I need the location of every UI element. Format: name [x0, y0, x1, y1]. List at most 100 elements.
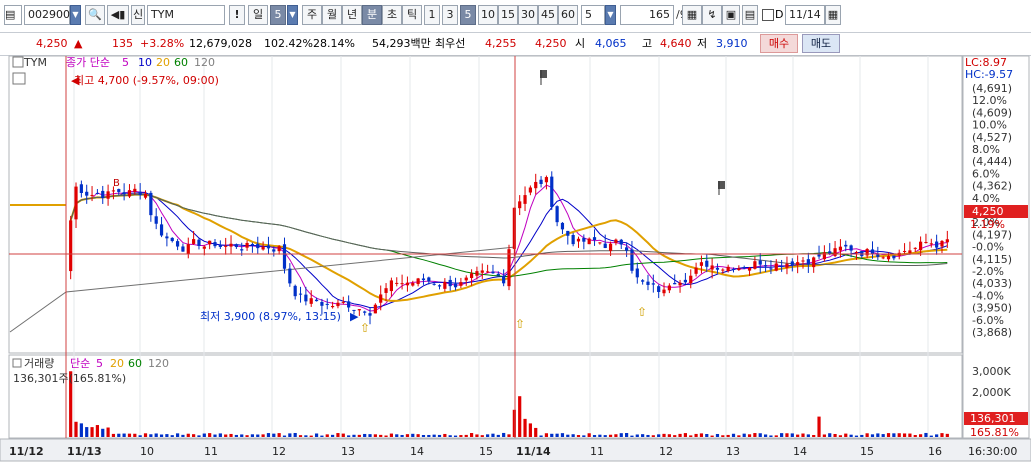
volume-bar: [373, 434, 377, 437]
period-year-button[interactable]: 년: [342, 5, 362, 25]
volume-bar: [331, 434, 335, 437]
candle-body: [298, 293, 303, 295]
candle-body: [486, 271, 490, 273]
interval-3-button[interactable]: 3: [442, 5, 458, 25]
period-week-button[interactable]: 주: [302, 5, 322, 25]
print-icon[interactable]: ▤: [742, 5, 758, 25]
candle-body: [304, 294, 308, 302]
candle-body: [544, 177, 549, 183]
period-month-button[interactable]: 월: [322, 5, 342, 25]
volume-bar: [192, 434, 196, 437]
table-view-icon[interactable]: [12, 72, 26, 85]
buy-button[interactable]: 매수: [760, 34, 798, 53]
candle-body: [796, 262, 800, 266]
candle-body: [282, 244, 287, 269]
candle-body: [502, 275, 506, 284]
stock-code-input[interactable]: 002900: [24, 5, 70, 25]
interval-dropdown-icon[interactable]: ▼: [605, 5, 616, 25]
candle-body: [320, 301, 324, 306]
candle-body: [560, 222, 565, 230]
time-axis-label: 16: [928, 445, 942, 458]
volume-bar: [496, 434, 500, 437]
period-tick-button[interactable]: 틱: [402, 5, 422, 25]
price-chart[interactable]: TYM 종가 단순 5 10 20 60 120 최고 4,700 (-9.57…: [0, 55, 1031, 462]
interval-input[interactable]: 5: [581, 5, 605, 25]
stock-type-icon[interactable]: ▤: [4, 5, 22, 25]
period-second-button[interactable]: 초: [382, 5, 402, 25]
volume-bar: [357, 434, 361, 437]
save-icon[interactable]: ▣: [722, 5, 740, 25]
flag-icon: [718, 181, 725, 195]
price-axis-label: (4,115): [972, 253, 1012, 266]
calendar-icon[interactable]: ▦: [825, 5, 841, 25]
period-minute-button[interactable]: 분: [362, 5, 382, 25]
legend-settings-icon[interactable]: [12, 56, 24, 68]
volume-bar: [731, 433, 736, 437]
volume-bar: [175, 433, 180, 437]
candle-body: [833, 248, 837, 256]
stock-code-dropdown-icon[interactable]: ▼: [70, 5, 81, 25]
candle-body: [913, 247, 917, 249]
volume-bar: [304, 435, 308, 437]
interval-30-button[interactable]: 30: [518, 5, 538, 25]
price-axis-label: 10.0%: [972, 119, 1007, 132]
sell-button[interactable]: 매도: [802, 34, 840, 53]
speaker-icon[interactable]: ◀▮: [107, 5, 129, 25]
candle-body: [881, 257, 885, 259]
candle-body: [245, 242, 249, 248]
price-axis-label: 8.0%: [972, 143, 1000, 156]
interval-15-button[interactable]: 15: [498, 5, 518, 25]
trend-tool-icon[interactable]: ↯: [702, 5, 722, 25]
volume-bar: [945, 433, 949, 437]
volume-bar: [667, 434, 671, 437]
volume-bar: [464, 434, 468, 437]
time-axis-label: 11/12: [9, 445, 44, 458]
price-axis-label: -2.0%: [972, 265, 1004, 278]
volume-bar: [721, 435, 725, 437]
date-input[interactable]: 11/14: [785, 5, 825, 25]
period-day-button[interactable]: 일: [248, 5, 268, 25]
interval-60-button[interactable]: 60: [558, 5, 578, 25]
candle-body: [149, 192, 153, 216]
volume-settings-icon[interactable]: [12, 358, 22, 368]
price-change-pct: +3.28%: [140, 37, 185, 50]
candle-body: [747, 267, 752, 271]
volume-bar: [886, 433, 891, 437]
volume-bar: [678, 433, 682, 437]
volume-current-pct: 165.81%: [970, 426, 1019, 439]
volume-bar: [288, 433, 292, 437]
quote-bar: 4,250 ▲ 135 +3.28% 12,679,028 102.42% 28…: [0, 32, 1031, 56]
candle-body: [127, 190, 132, 197]
search-icon[interactable]: 🔍: [85, 5, 105, 25]
candle-body: [421, 278, 426, 281]
candle-body: [608, 243, 613, 251]
legend-ma-5: 5: [122, 56, 129, 69]
volume-bar: [614, 434, 618, 437]
stock-name-field[interactable]: TYM: [147, 5, 225, 25]
count-input[interactable]: 165: [620, 5, 674, 25]
interval-5-button[interactable]: 5: [460, 5, 476, 25]
interval-1-button[interactable]: 1: [424, 5, 440, 25]
warning-icon[interactable]: !: [229, 5, 245, 25]
candle-body: [662, 289, 666, 294]
volume-bar: [534, 427, 538, 437]
volume-bar: [159, 434, 164, 437]
candle-body: [357, 309, 361, 311]
volume-bar: [625, 433, 629, 437]
up-signal-icon: ⇧: [515, 317, 525, 331]
date-checkbox[interactable]: [762, 9, 774, 21]
candle-body: [769, 268, 773, 270]
candle-body: [234, 244, 238, 248]
price-axis-label: 2.0%: [972, 216, 1000, 229]
grid-settings-icon[interactable]: ▦: [682, 5, 702, 25]
period-value-field[interactable]: 5: [270, 5, 286, 25]
volume-bar: [400, 434, 404, 437]
period-dropdown-icon[interactable]: ▼: [287, 5, 298, 25]
candle-body: [208, 240, 212, 245]
volume-bar: [838, 435, 843, 437]
interval-10-button[interactable]: 10: [478, 5, 498, 25]
volume-bar: [507, 434, 511, 437]
interval-45-button[interactable]: 45: [538, 5, 558, 25]
high-label: 고: [642, 37, 653, 50]
candle-body: [395, 282, 399, 284]
